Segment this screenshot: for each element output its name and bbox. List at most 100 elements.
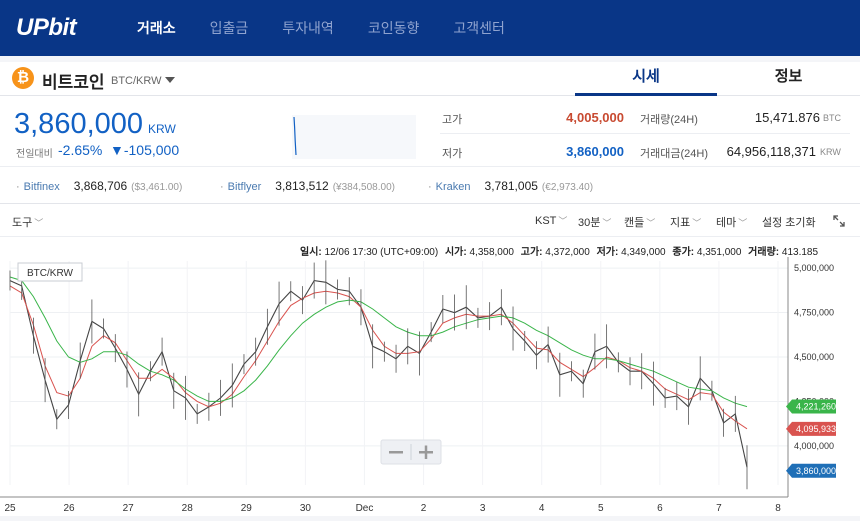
exchange-name: Bitflyer bbox=[227, 181, 262, 193]
candle-menu[interactable]: 캔들 ﹀ bbox=[624, 214, 655, 230]
indicator-menu[interactable]: 지표 ﹀ bbox=[670, 214, 701, 230]
price-unit: KRW bbox=[148, 122, 176, 136]
timezone-label: KST bbox=[535, 215, 557, 227]
chevron-down-icon: ﹀ bbox=[34, 218, 44, 228]
ohlc-low-label: 저가: bbox=[596, 247, 619, 258]
nav-coin-trends[interactable]: 코인동향 bbox=[367, 20, 420, 36]
chevron-down-icon: ﹀ bbox=[602, 218, 612, 228]
coin-header: ₿ 비트코인 BTC/KRW 시세 정보 bbox=[0, 62, 860, 96]
volume-unit: BTC bbox=[823, 113, 841, 123]
y-tick-label: 4,500,000 bbox=[794, 352, 834, 362]
high-value: 4,005,000 bbox=[566, 110, 624, 125]
price-marker-tag bbox=[786, 399, 836, 414]
exchange-foreign-price: (€2,973.40) bbox=[541, 182, 594, 193]
indicator-label: 지표 bbox=[670, 217, 691, 229]
current-price: 3,860,000 bbox=[14, 108, 144, 140]
date-label: 일시: bbox=[300, 247, 322, 258]
coin-panel: ₿ 비트코인 BTC/KRW 시세 정보 3,860,000 KRW 전일대비 … bbox=[0, 62, 860, 516]
main-nav: 거래소 입출금 투자내역 코인동향 고객센터 bbox=[120, 0, 522, 56]
high-label: 고가 bbox=[442, 114, 463, 126]
exchange-foreign-price: ($3,461.00) bbox=[131, 182, 183, 193]
bullet-icon: · bbox=[220, 181, 224, 193]
y-tick-label: 5,000,000 bbox=[794, 263, 834, 273]
theme-menu[interactable]: 테마 ﹀ bbox=[716, 214, 747, 230]
low-label: 저가 bbox=[442, 148, 463, 160]
ohlc-high-value: 4,372,000 bbox=[545, 247, 590, 258]
sparkline-line bbox=[293, 116, 297, 156]
x-tick-label: 30 bbox=[300, 503, 312, 514]
x-tick-label: 28 bbox=[182, 503, 194, 514]
ohlc-high-label: 고가: bbox=[520, 247, 543, 258]
exchange-price: 3,813,512 bbox=[275, 179, 329, 193]
exchange-price: 3,781,005 bbox=[484, 179, 538, 193]
price-marker-label: 3,860,000 bbox=[796, 466, 836, 476]
tools-label: 도구 bbox=[12, 217, 33, 229]
x-tick-label: 29 bbox=[241, 503, 253, 514]
x-tick-label: 26 bbox=[64, 503, 76, 514]
stats-divider bbox=[440, 133, 850, 134]
x-tick-label: 27 bbox=[123, 503, 135, 514]
volume-label: 거래량(24H) bbox=[640, 114, 698, 126]
low-value: 3,860,000 bbox=[566, 144, 624, 159]
close-value: 4,351,000 bbox=[696, 247, 742, 258]
ohlc-low-value: 4,349,000 bbox=[621, 247, 666, 258]
legend-box bbox=[17, 262, 83, 282]
exchange-bitfinex: · Bitfinex 3,868,706 ($3,461.00) bbox=[16, 179, 182, 193]
timezone-menu[interactable]: KST ﹀ bbox=[535, 214, 567, 227]
chevron-down-icon: ﹀ bbox=[738, 218, 748, 228]
x-tick-label: 5 bbox=[598, 503, 604, 514]
ohlc-volume-label: 거래량: bbox=[748, 247, 780, 258]
price-marker-label: 4,221,260 bbox=[796, 402, 836, 412]
x-tick-label: 7 bbox=[716, 503, 722, 514]
exchange-price: 3,868,706 bbox=[73, 179, 128, 193]
caret-down-icon[interactable] bbox=[165, 77, 175, 83]
interval-label: 30분 bbox=[578, 217, 601, 229]
tab-info[interactable]: 정보 bbox=[774, 68, 803, 85]
reset-settings-button[interactable]: 설정 초기화 bbox=[762, 217, 816, 229]
price-marker-tag bbox=[786, 421, 836, 436]
zoom-in-icon-v bbox=[424, 445, 428, 459]
tools-menu[interactable]: 도구 ﹀ bbox=[12, 214, 43, 230]
upbit-logo[interactable]: UPbit bbox=[16, 14, 77, 41]
bullet-icon: · bbox=[428, 181, 432, 193]
price-marker-label: 4,095,933 bbox=[796, 424, 836, 434]
theme-label: 테마 bbox=[716, 217, 737, 229]
bitcoin-icon: ₿ bbox=[12, 67, 34, 89]
x-tick-label: 8 bbox=[775, 503, 781, 514]
trade-value: 64,956,118,371 bbox=[726, 144, 816, 159]
trade-value-unit: KRW bbox=[820, 147, 841, 157]
series-line-ma-long bbox=[9, 276, 748, 408]
y-tick-label: 4,000,000 bbox=[794, 441, 834, 451]
legend-label: BTC/KRW bbox=[27, 268, 73, 279]
price-chart[interactable]: 4,000,0004,250,0004,500,0004,750,0005,00… bbox=[0, 257, 860, 516]
ohlc-readout: 일시: 12/06 17:30 (UTC+09:00) 시가: 4,358,00… bbox=[300, 243, 822, 258]
x-tick-label: Dec bbox=[356, 503, 374, 514]
tab-quote[interactable]: 시세 bbox=[575, 62, 717, 96]
fullscreen-icon[interactable] bbox=[833, 215, 845, 227]
nav-exchange[interactable]: 거래소 bbox=[137, 20, 176, 36]
bullet-icon: · bbox=[16, 181, 20, 193]
zoom-out-icon bbox=[389, 451, 403, 454]
close-label: 종가: bbox=[672, 247, 695, 258]
trade-value-label: 거래대금(24H) bbox=[640, 148, 708, 160]
y-tick-label: 4,750,000 bbox=[794, 308, 834, 318]
nav-investments[interactable]: 투자내역 bbox=[282, 20, 334, 36]
exchange-foreign-price: (¥384,508.00) bbox=[332, 182, 395, 193]
compare-label: 전일대비 bbox=[16, 149, 53, 160]
exchange-name: Bitfinex bbox=[23, 181, 60, 193]
coin-name[interactable]: 비트코인 bbox=[42, 73, 105, 92]
price-chart-svg[interactable]: 4,000,0004,250,0004,500,0004,750,0005,00… bbox=[0, 257, 860, 516]
coin-pair[interactable]: BTC/KRW bbox=[111, 75, 162, 87]
open-value: 4,358,000 bbox=[469, 247, 515, 258]
open-label: 시가: bbox=[444, 247, 467, 258]
nav-support[interactable]: 고객센터 bbox=[453, 20, 505, 36]
top-navbar: UPbit 거래소 입출금 투자내역 코인동향 고객센터 bbox=[0, 0, 860, 56]
change-amount: ▼-105,000 bbox=[110, 142, 180, 158]
interval-menu[interactable]: 30분 ﹀ bbox=[578, 214, 611, 230]
nav-deposit-withdraw[interactable]: 입출금 bbox=[209, 20, 249, 36]
exchange-bitflyer: · Bitflyer 3,813,512 (¥384,508.00) bbox=[220, 179, 395, 193]
change-rate: -2.65% bbox=[58, 142, 103, 158]
mini-sparkline bbox=[292, 115, 416, 159]
chevron-down-icon: ﹀ bbox=[646, 218, 656, 228]
price-marker-tag bbox=[786, 463, 836, 478]
